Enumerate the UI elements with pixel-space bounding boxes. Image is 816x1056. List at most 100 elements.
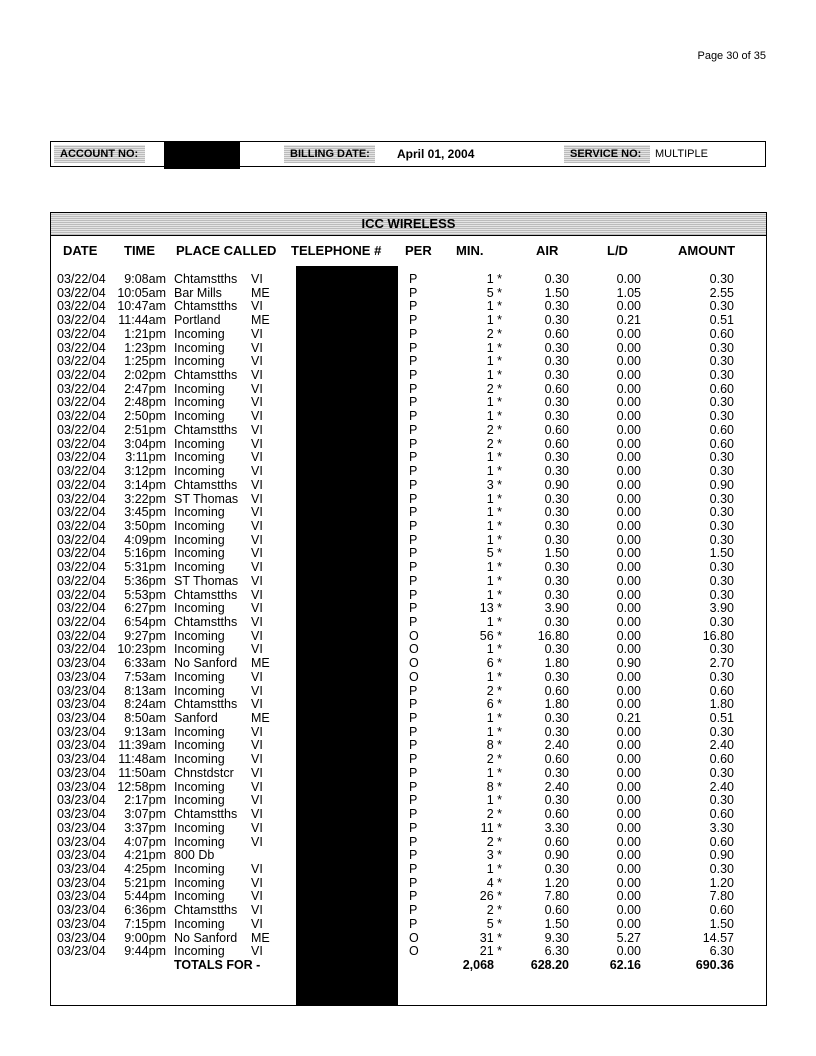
cell-per: P — [409, 916, 418, 931]
table-row: 03/22/04 1:25pm Incoming VI P 1 * 0.30 0.00 0.30 — [51, 354, 766, 368]
cell-state: VI — [251, 807, 263, 822]
cell-min: 2 * — [486, 807, 502, 822]
cell-ld: 1.05 — [616, 285, 641, 300]
cell-state: ME — [251, 656, 270, 671]
cell-per: P — [409, 285, 418, 300]
cell-air: 16.80 — [537, 628, 569, 643]
cell-amount: 0.30 — [709, 505, 734, 520]
cell-state: VI — [251, 368, 263, 383]
cell-per: P — [409, 436, 418, 451]
cell-amount: 0.60 — [709, 326, 734, 341]
cell-air: 0.30 — [544, 313, 569, 328]
cell-amount: 0.51 — [709, 711, 734, 726]
cell-state: VI — [251, 683, 263, 698]
cell-ld: 0.00 — [616, 889, 641, 904]
cell-min: 1 * — [486, 615, 502, 629]
cell-time: 9:44pm — [124, 944, 166, 959]
cell-time: 5:53pm — [124, 587, 166, 602]
cell-date: 03/23/04 — [57, 861, 106, 876]
cell-air: 0.90 — [544, 848, 569, 863]
table-row: 03/22/04 6:54pm Chtamstths VI P 1 * 0.30 0.00 0.… — [51, 615, 766, 629]
cell-state: ME — [251, 285, 270, 300]
cell-ld: 0.00 — [616, 848, 641, 863]
cell-min: 5 * — [486, 916, 502, 931]
cell-place: Incoming — [174, 642, 225, 657]
table-row: 03/23/04 4:25pm Incoming VI P 1 * 0.30 0.00 0.30 — [51, 862, 766, 876]
cell-place: Incoming — [174, 532, 225, 547]
cell-ld: 0.00 — [616, 683, 641, 698]
cell-state: VI — [251, 889, 263, 904]
cell-place: Incoming — [174, 889, 225, 904]
cell-min: 56 * — [479, 628, 502, 643]
cell-time: 7:15pm — [124, 916, 166, 931]
cell-per: P — [409, 354, 418, 369]
cell-time: 5:31pm — [124, 560, 166, 575]
cell-place: Incoming — [174, 436, 225, 451]
cell-amount: 7.80 — [709, 889, 734, 904]
cell-air: 0.30 — [544, 368, 569, 383]
cell-time: 10:47am — [117, 299, 166, 314]
cell-time: 3:14pm — [124, 477, 166, 492]
cell-place: Incoming — [174, 752, 225, 767]
cell-amount: 0.60 — [709, 752, 734, 767]
table-row: 03/22/04 9:08am Chtamstths VI P 1 * 0.30 0.00 0.… — [51, 272, 766, 286]
cell-date: 03/22/04 — [57, 272, 106, 286]
cell-time: 1:21pm — [124, 326, 166, 341]
cell-date: 03/22/04 — [57, 450, 106, 465]
cell-per: P — [409, 683, 418, 698]
cell-air: 0.30 — [544, 615, 569, 629]
cell-state: VI — [251, 299, 263, 314]
cell-amount: 0.30 — [709, 793, 734, 808]
cell-date: 03/22/04 — [57, 601, 106, 616]
table-row: 03/23/04 11:39am Incoming VI P 8 * 2.40 0.00 2.4… — [51, 738, 766, 752]
cell-amount: 1.80 — [709, 697, 734, 712]
cell-date: 03/23/04 — [57, 889, 106, 904]
service-no-label: SERVICE NO: — [564, 145, 650, 163]
cell-amount: 0.30 — [709, 464, 734, 479]
cell-per: P — [409, 464, 418, 479]
cell-time: 5:16pm — [124, 546, 166, 561]
cell-per: P — [409, 518, 418, 533]
cell-min: 1 * — [486, 368, 502, 383]
cell-per: P — [409, 381, 418, 396]
table-row: 03/23/04 4:21pm 800 Db P 3 * 0.90 0.00 0.90 — [51, 848, 766, 862]
cell-time: 6:27pm — [124, 601, 166, 616]
cell-min: 1 * — [486, 354, 502, 369]
cell-time: 8:24am — [124, 697, 166, 712]
cell-min: 21 * — [479, 944, 502, 959]
cell-place: Incoming — [174, 820, 225, 835]
cell-date: 03/23/04 — [57, 875, 106, 890]
table-row: 03/22/04 5:53pm Chtamstths VI P 1 * 0.30 0.00 0.… — [51, 588, 766, 602]
cell-date: 03/22/04 — [57, 560, 106, 575]
cell-amount: 0.30 — [709, 409, 734, 424]
cell-amount: 1.50 — [709, 916, 734, 931]
cell-place: Incoming — [174, 601, 225, 616]
service-no: MULTIPLE — [655, 148, 708, 160]
cell-date: 03/22/04 — [57, 532, 106, 547]
cell-min: 1 * — [486, 642, 502, 657]
cell-amount: 0.51 — [709, 313, 734, 328]
table-row: 03/22/04 10:47am Chtamstths VI P 1 * 0.30 0.00 0… — [51, 299, 766, 313]
cell-per: P — [409, 409, 418, 424]
cell-ld: 0.00 — [616, 820, 641, 835]
cell-place: No Sanford — [174, 930, 238, 945]
header-telephone: TELEPHONE # — [291, 243, 382, 258]
table-row: 03/22/04 2:02pm Chtamstths VI P 1 * 0.30 0.00 0.… — [51, 368, 766, 382]
cell-time: 11:39am — [118, 738, 166, 753]
cell-state: VI — [251, 765, 263, 780]
cell-date: 03/23/04 — [57, 669, 106, 684]
cell-air: 3.90 — [544, 601, 569, 616]
cell-air: 9.30 — [544, 930, 569, 945]
cell-air: 3.30 — [544, 820, 569, 835]
cell-date: 03/23/04 — [57, 834, 106, 849]
cell-time: 11:44am — [118, 313, 166, 328]
cell-date: 03/22/04 — [57, 436, 106, 451]
cell-min: 1 * — [486, 409, 502, 424]
cell-min: 8 * — [486, 779, 502, 794]
cell-air: 1.50 — [544, 916, 569, 931]
cell-state: VI — [251, 669, 263, 684]
cell-min: 31 * — [479, 930, 502, 945]
cell-state: VI — [251, 340, 263, 355]
cell-air: 0.60 — [544, 683, 569, 698]
cell-date: 03/22/04 — [57, 326, 106, 341]
